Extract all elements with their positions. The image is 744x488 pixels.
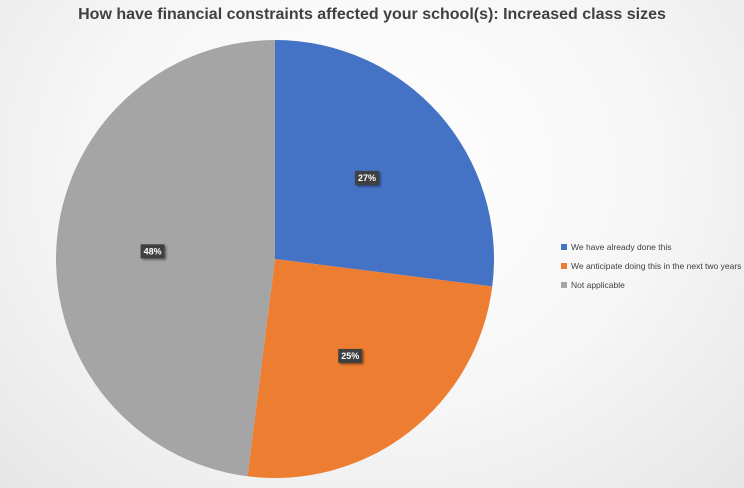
data-label-box: [140, 244, 165, 259]
legend-item-already-done: We have already done this: [561, 237, 741, 256]
data-label: 25%: [338, 348, 363, 363]
legend: We have already done this We anticipate …: [561, 237, 741, 294]
legend-item-anticipate: We anticipate doing this in the next two…: [561, 256, 741, 275]
legend-swatch: [561, 243, 567, 250]
data-label-text: 48%: [144, 247, 162, 257]
legend-swatch: [561, 281, 567, 288]
data-label-text: 27%: [358, 173, 376, 183]
data-label-text: 25%: [341, 351, 359, 361]
chart-title: How have financial constraints affected …: [78, 6, 666, 23]
legend-label: We have already done this: [571, 241, 672, 252]
legend-swatch: [561, 262, 567, 269]
data-label: 48%: [140, 244, 165, 259]
data-label-box: [355, 170, 379, 185]
pie-slice-anticipate: [247, 259, 493, 478]
legend-label: We anticipate doing this in the next two…: [571, 260, 742, 271]
legend-item-not-applicable: Not applicable: [561, 275, 741, 294]
data-label-box: [338, 348, 363, 363]
pie-slice-not-applicable: [56, 40, 275, 477]
legend-label: Not applicable: [571, 279, 625, 290]
pie-slice-already-done: [275, 40, 494, 287]
data-label: 27%: [355, 170, 379, 185]
